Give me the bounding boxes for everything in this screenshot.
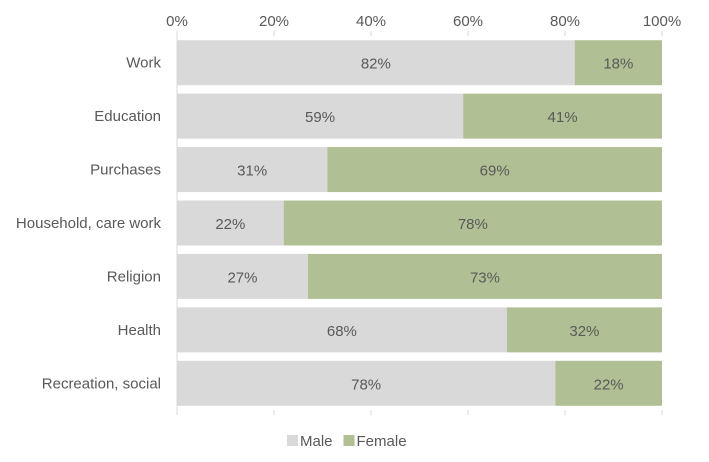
x-tick-label: 20%	[259, 13, 289, 30]
category-labels: Work Education Purchases Household, care wo…	[16, 55, 162, 393]
data-label-male-household-care-work: 22%	[215, 216, 245, 233]
bar-female-purchases	[327, 147, 662, 193]
legend-swatch-female	[343, 435, 355, 446]
x-tick-label: 0%	[166, 13, 188, 30]
data-label-female-health: 32%	[569, 323, 599, 340]
bar-male-work	[177, 40, 575, 86]
bar-male-education	[177, 93, 464, 139]
bar-female-education	[463, 93, 662, 139]
bar-male-recreation-social	[177, 360, 556, 406]
category-label-purchases: Purchases	[90, 162, 161, 179]
bar-female-health	[506, 307, 662, 353]
data-label-female-religion: 73%	[470, 269, 500, 286]
bar-female-household-care-work	[283, 200, 662, 246]
data-label-female-work: 18%	[603, 56, 633, 73]
x-tick-label: 80%	[550, 13, 580, 30]
x-tick-label: 100%	[643, 13, 681, 30]
bar-male-health	[177, 307, 507, 353]
data-label-male-recreation-social: 78%	[351, 376, 381, 393]
bar-female-work	[574, 40, 662, 86]
category-label-recreation-social: Recreation, social	[42, 375, 161, 392]
x-tick-label: 40%	[356, 13, 386, 30]
bar-male-religion	[177, 253, 308, 299]
bar-male-purchases	[177, 147, 328, 193]
data-label-male-health: 68%	[327, 323, 357, 340]
data-label-male-work: 82%	[361, 56, 391, 73]
category-label-health: Health	[118, 322, 161, 339]
data-label-female-education: 41%	[548, 109, 578, 126]
category-label-work: Work	[126, 55, 161, 72]
legend: Male Female	[287, 433, 407, 450]
data-label-female-household-care-work: 78%	[458, 216, 488, 233]
legend-label-female: Female	[357, 433, 407, 450]
data-label-male-religion: 27%	[227, 269, 257, 286]
data-label-female-recreation-social: 22%	[594, 376, 624, 393]
legend-swatch-male	[287, 435, 298, 446]
legend-label-male: Male	[300, 433, 333, 450]
x-tick-label: 60%	[453, 13, 483, 30]
data-label-male-education: 59%	[305, 109, 335, 126]
bar-female-religion	[307, 253, 662, 299]
data-label-female-purchases: 69%	[480, 163, 510, 180]
bar-female-recreation-social	[555, 360, 662, 406]
data-label-male-purchases: 31%	[237, 163, 267, 180]
bars: 82% 18% 59% 41% 31% 69% 22% 78% 27% 73% 68% 32% 78% 2…	[177, 40, 662, 406]
bar-male-household-care-work	[177, 200, 284, 246]
category-label-education: Education	[94, 108, 161, 125]
category-label-religion: Religion	[107, 268, 161, 285]
category-label-household-care-work: Household, care work	[16, 215, 162, 232]
